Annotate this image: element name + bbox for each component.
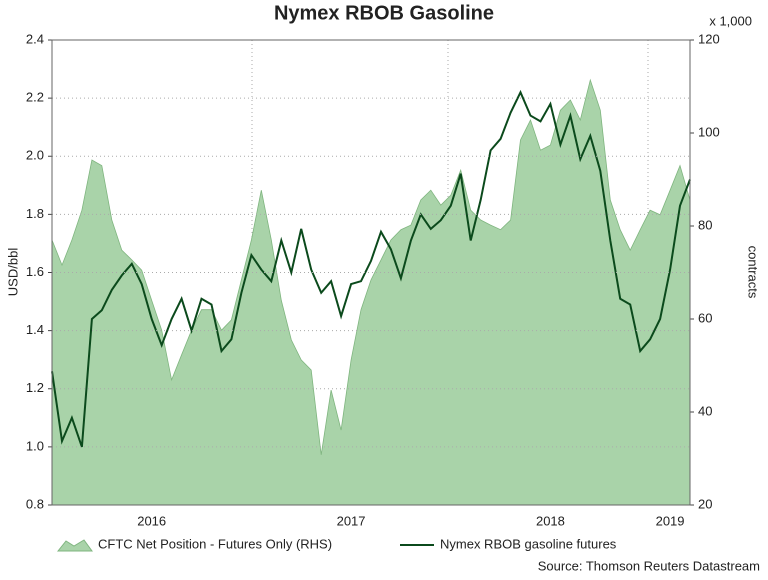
y-axis-label: USD/bbl [5,248,20,297]
y-tick-label: 1.6 [26,264,44,279]
y2-tick-label: 120 [698,31,720,46]
y2-tick-label: 100 [698,124,720,139]
y-tick-label: 0.8 [26,496,44,511]
y2-unit: x 1,000 [709,13,752,28]
x-tick-label: 2017 [337,513,366,528]
y2-tick-label: 80 [698,217,712,232]
x-tick-label: 2016 [137,513,166,528]
area [51,78,691,506]
x-tick-label: 2018 [536,513,565,528]
x-tick-label: 2019 [656,513,685,528]
y2-tick-label: 20 [698,496,712,511]
y2-axis-label: contracts [746,246,761,299]
source: Source: Thomson Reuters Datastream [538,558,760,573]
y-tick-label: 1.8 [26,206,44,221]
y-tick-label: 1.2 [26,380,44,395]
legend-label: Nymex RBOB gasoline futures [440,536,617,551]
legend-label: CFTC Net Position - Futures Only (RHS) [98,536,332,551]
plot [51,78,691,506]
y-tick-label: 2.2 [26,90,44,105]
y2-tick-label: 40 [698,403,712,418]
y-tick-label: 1.0 [26,438,44,453]
y-tick-label: 2.4 [26,31,44,46]
y-tick-label: 1.4 [26,322,44,337]
plot-frame [51,39,691,506]
line [51,89,691,448]
y2-tick-label: 60 [698,310,712,325]
legend-swatch [56,539,93,552]
chart-title: Nymex RBOB Gasoline [274,2,494,24]
y-tick-label: 2.0 [26,148,44,163]
